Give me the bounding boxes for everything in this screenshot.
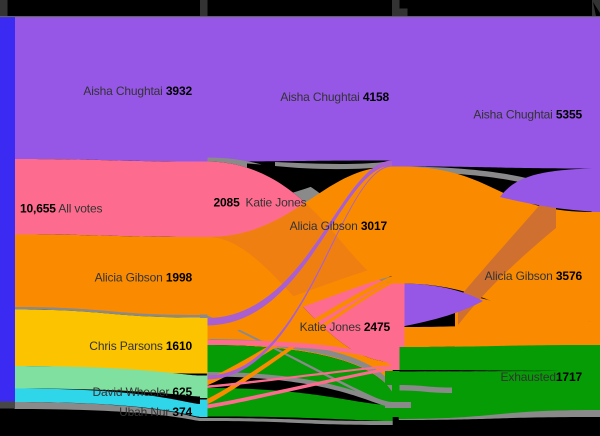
svg-text:Exhausted1717: Exhausted1717 [501, 370, 583, 384]
svg-text:Ubah Nur 374: Ubah Nur 374 [119, 405, 192, 419]
svg-text:David Wheeler 625: David Wheeler 625 [92, 385, 192, 399]
svg-text:2085 Katie Jones: 2085 Katie Jones [214, 196, 307, 210]
svg-text:Alicia Gibson 1998: Alicia Gibson 1998 [95, 271, 193, 285]
svg-text:Alicia Gibson 3017: Alicia Gibson 3017 [290, 219, 388, 233]
svg-text:Aisha Chughtai 4158: Aisha Chughtai 4158 [280, 90, 389, 104]
svg-text:Katie Jones 2475: Katie Jones 2475 [300, 320, 391, 334]
svg-text:Aisha Chughtai 5355: Aisha Chughtai 5355 [473, 108, 582, 122]
svg-text:Chris Parsons 1610: Chris Parsons 1610 [89, 339, 192, 353]
svg-text:10,655 All votes: 10,655 All votes [20, 202, 102, 216]
svg-text:Alicia Gibson 3576: Alicia Gibson 3576 [485, 269, 583, 283]
svg-text:Aisha Chughtai 3932: Aisha Chughtai 3932 [83, 84, 192, 98]
